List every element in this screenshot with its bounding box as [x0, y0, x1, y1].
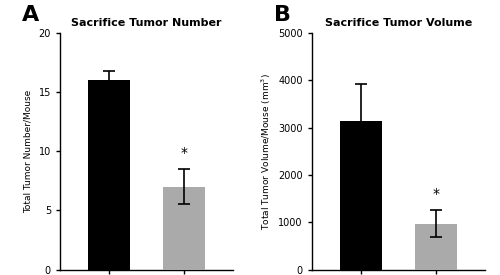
- Bar: [416, 224, 457, 270]
- Text: *: *: [432, 187, 440, 201]
- Text: B: B: [274, 5, 291, 25]
- Bar: [340, 120, 382, 270]
- Bar: [88, 80, 130, 270]
- Title: Sacrifice Tumor Number: Sacrifice Tumor Number: [72, 18, 222, 28]
- Bar: [164, 187, 205, 270]
- Y-axis label: Total Tumor Number/Mouse: Total Tumor Number/Mouse: [24, 90, 33, 213]
- Title: Sacrifice Tumor Volume: Sacrifice Tumor Volume: [325, 18, 472, 28]
- Text: *: *: [180, 145, 188, 159]
- Y-axis label: Total Tumor Volume/Mouse (mm$^3$): Total Tumor Volume/Mouse (mm$^3$): [260, 73, 272, 230]
- Text: A: A: [22, 5, 39, 25]
